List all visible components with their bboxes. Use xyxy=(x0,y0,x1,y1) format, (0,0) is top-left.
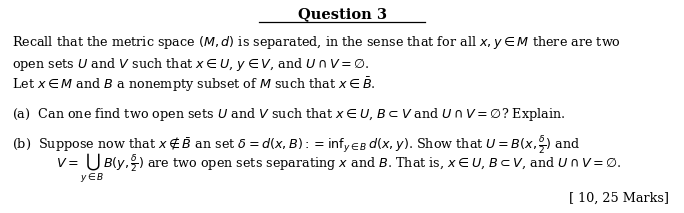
Text: $V = \bigcup_{y \in B} B(y, \frac{\delta}{2})$ are two open sets separating $x$ : $V = \bigcup_{y \in B} B(y, \frac{\delta… xyxy=(56,152,622,185)
Text: [ 10, 25 Marks]: [ 10, 25 Marks] xyxy=(569,192,669,205)
Text: Question 3: Question 3 xyxy=(298,7,386,21)
Text: Let $x \in M$ and $B$ a nonempty subset of $M$ such that $x \in \bar{B}$.: Let $x \in M$ and $B$ a nonempty subset … xyxy=(12,75,376,94)
Text: (a)  Can one find two open sets $U$ and $V$ such that $x \in U$, $B \subset V$ a: (a) Can one find two open sets $U$ and $… xyxy=(12,106,566,123)
Text: open sets $U$ and $V$ such that $x \in U$, $y \in V$, and $U \cap V = \emptyset$: open sets $U$ and $V$ such that $x \in U… xyxy=(12,56,370,73)
Text: Recall that the metric space $(M, d)$ is separated, in the sense that for all $x: Recall that the metric space $(M, d)$ is… xyxy=(12,34,621,51)
Text: (b)  Suppose now that $x \notin \bar{B}$ an set $\delta = d(x, B) := \mathrm{inf: (b) Suppose now that $x \notin \bar{B}$ … xyxy=(12,134,581,156)
